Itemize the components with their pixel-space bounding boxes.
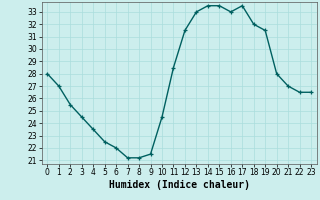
X-axis label: Humidex (Indice chaleur): Humidex (Indice chaleur)	[109, 180, 250, 190]
